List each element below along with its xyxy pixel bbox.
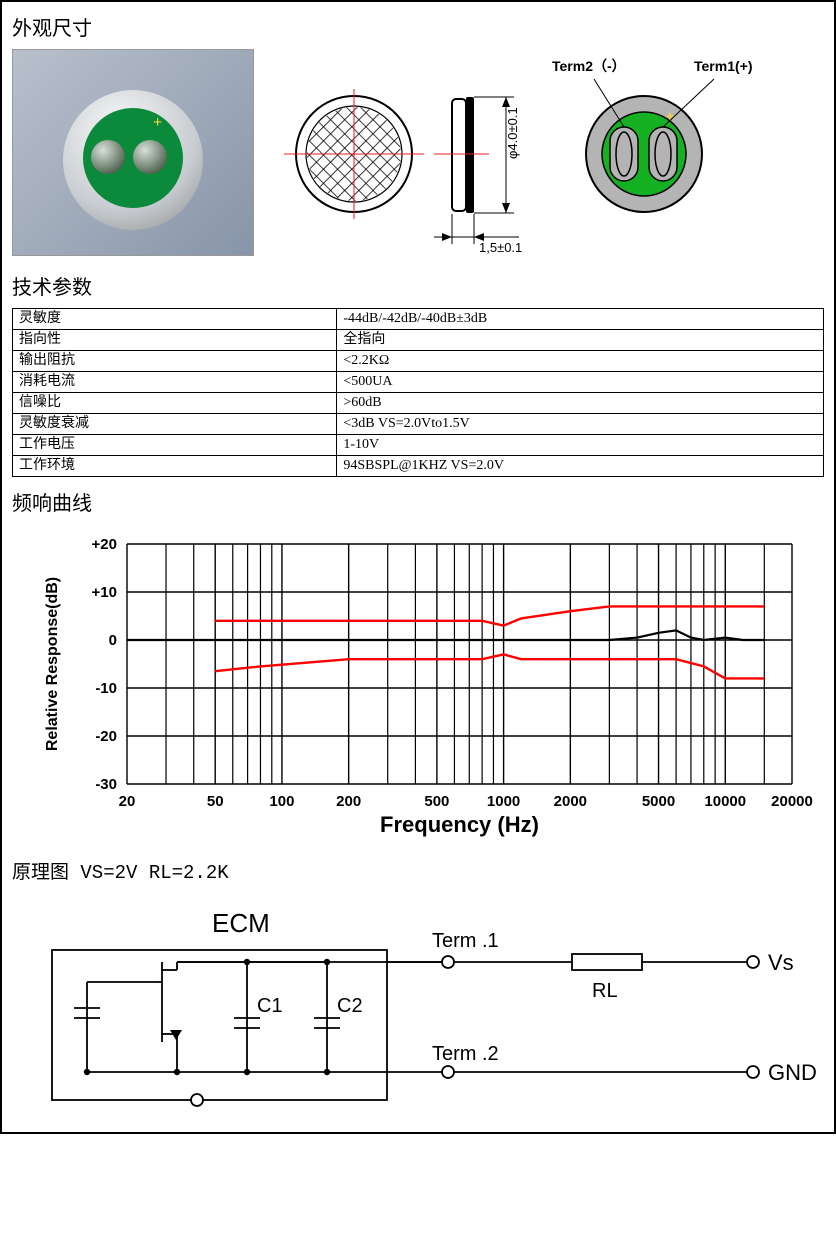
frequency-response-chart: -30 -20 -10 0 +10 +20 20 50 100 200 500 1000 2000 500…: [12, 524, 822, 844]
svg-text:-20: -20: [95, 728, 117, 745]
section-schem-title: 原理图 VS=2V RL=2.2K: [12, 857, 824, 884]
svg-text:+10: +10: [92, 584, 117, 601]
table-row: 工作电压1-10V: [13, 435, 824, 456]
term2-label: Term2（-）: [552, 58, 626, 74]
svg-text:C2: C2: [337, 995, 363, 1017]
svg-text:Term .1: Term .1: [432, 930, 499, 952]
spec-value: 全指向: [337, 330, 824, 351]
table-row: 信噪比>60dB: [13, 393, 824, 414]
spec-value: <3dB VS=2.0Vto1.5V: [337, 414, 824, 435]
spec-key: 信噪比: [13, 393, 337, 414]
spec-value: 1-10V: [337, 435, 824, 456]
svg-text:Frequency (Hz): Frequency (Hz): [380, 812, 539, 837]
svg-text:+20: +20: [92, 536, 117, 553]
spec-key: 输出阻抗: [13, 351, 337, 372]
svg-text:Vs: Vs: [768, 950, 794, 975]
svg-text:10000: 10000: [704, 793, 746, 810]
svg-text:500: 500: [424, 793, 449, 810]
svg-text:C1: C1: [257, 995, 283, 1017]
section-dimensions-title: 外观尺寸: [12, 12, 824, 41]
svg-text:GND: GND: [768, 1060, 817, 1085]
svg-text:5000: 5000: [642, 793, 675, 810]
tech-spec-table: 灵敏度-44dB/-42dB/-40dB±3dB指向性全指向输出阻抗<2.2KΩ…: [12, 308, 824, 477]
spec-value: <2.2KΩ: [337, 351, 824, 372]
diameter-label: φ4.0±0.1: [505, 107, 520, 159]
dimension-drawing: φ4.0±0.1 1,5±0.1 + Term2（-） Term1(+): [274, 49, 794, 259]
spec-value: -44dB/-42dB/-40dB±3dB: [337, 309, 824, 330]
product-photo: +: [12, 49, 254, 256]
spec-key: 消耗电流: [13, 372, 337, 393]
svg-text:ECM: ECM: [212, 908, 270, 938]
svg-text:-30: -30: [95, 776, 117, 793]
spec-value: >60dB: [337, 393, 824, 414]
table-row: 消耗电流<500UA: [13, 372, 824, 393]
schematic-diagram: ECM C1 C2 Term .1 RL Vs Term .2 GND: [12, 892, 822, 1117]
table-row: 工作环境94SBSPL@1KHZ VS=2.0V: [13, 456, 824, 477]
svg-text:20000: 20000: [771, 793, 813, 810]
svg-text:+: +: [666, 108, 674, 124]
thickness-label: 1,5±0.1: [479, 240, 522, 255]
svg-text:0: 0: [109, 632, 117, 649]
section-freq-title: 频响曲线: [12, 487, 824, 516]
svg-text:Term .2: Term .2: [432, 1043, 499, 1065]
table-row: 指向性全指向: [13, 330, 824, 351]
spec-value: 94SBSPL@1KHZ VS=2.0V: [337, 456, 824, 477]
svg-text:2000: 2000: [554, 793, 587, 810]
table-row: 灵敏度-44dB/-42dB/-40dB±3dB: [13, 309, 824, 330]
table-row: 灵敏度衰减<3dB VS=2.0Vto1.5V: [13, 414, 824, 435]
svg-text:1000: 1000: [487, 793, 520, 810]
svg-text:20: 20: [119, 793, 136, 810]
term1-label: Term1(+): [694, 58, 752, 74]
svg-text:RL: RL: [592, 980, 618, 1002]
table-row: 输出阻抗<2.2KΩ: [13, 351, 824, 372]
spec-key: 灵敏度衰减: [13, 414, 337, 435]
svg-text:100: 100: [269, 793, 294, 810]
spec-value: <500UA: [337, 372, 824, 393]
spec-key: 灵敏度: [13, 309, 337, 330]
spec-key: 指向性: [13, 330, 337, 351]
section-tech-title: 技术参数: [12, 271, 824, 300]
svg-text:Relative Response(dB): Relative Response(dB): [44, 577, 61, 751]
svg-text:50: 50: [207, 793, 224, 810]
svg-text:-10: -10: [95, 680, 117, 697]
svg-text:200: 200: [336, 793, 361, 810]
spec-key: 工作环境: [13, 456, 337, 477]
spec-key: 工作电压: [13, 435, 337, 456]
